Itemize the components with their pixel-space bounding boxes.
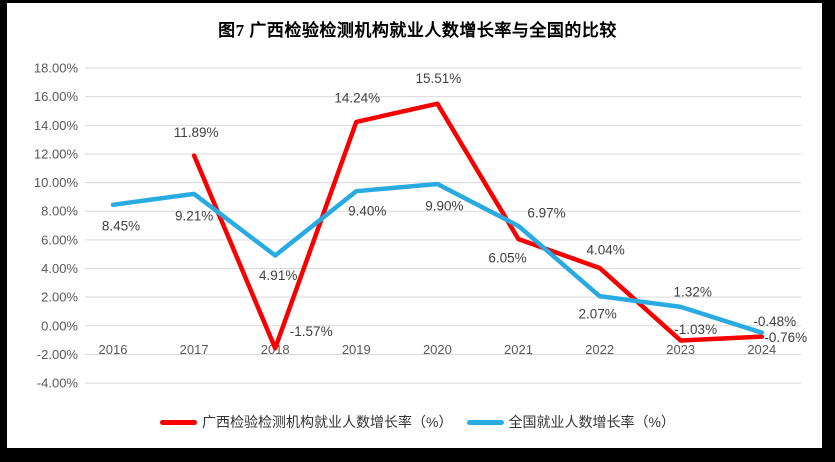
legend-line-swatch-blue-icon bbox=[466, 419, 504, 425]
x-axis-tick-label: 2023 bbox=[666, 342, 695, 357]
chart-title: 图7 广西检验检测机构就业人数增长率与全国的比较 bbox=[218, 21, 617, 40]
data-label-0: -1.57% bbox=[290, 324, 333, 339]
x-axis-tick-label: 2021 bbox=[504, 342, 533, 357]
series-line-0 bbox=[191, 101, 765, 351]
legend-item-national: 全国就业人数增长率（%） bbox=[466, 412, 675, 432]
data-label-0: -0.76% bbox=[764, 330, 807, 345]
x-axis-tick-label: 2024 bbox=[747, 342, 776, 357]
y-axis-tick-label: -2.00% bbox=[37, 347, 79, 362]
legend-label-national: 全国就业人数增长率（%） bbox=[508, 414, 675, 430]
y-axis-tick-label: 10.00% bbox=[34, 175, 79, 190]
data-label-0: 11.89% bbox=[174, 125, 219, 140]
data-label-1: 9.21% bbox=[175, 208, 213, 223]
data-label-0: -1.03% bbox=[674, 322, 717, 337]
data-label-1: 8.45% bbox=[102, 218, 140, 233]
x-axis-tick-label: 2016 bbox=[99, 342, 128, 357]
y-axis-tick-label: 14.00% bbox=[34, 118, 79, 133]
legend-label-guangxi: 广西检验检测机构就业人数增长率（%） bbox=[202, 414, 453, 430]
y-axis-tick-label: 12.00% bbox=[34, 146, 79, 161]
x-axis-tick-label: 2022 bbox=[585, 342, 614, 357]
x-axis-tick-label: 2019 bbox=[342, 342, 371, 357]
data-label-1: 9.40% bbox=[348, 204, 386, 219]
y-axis-tick-label: 0.00% bbox=[41, 318, 78, 333]
y-axis-tick-label: 8.00% bbox=[41, 204, 78, 219]
data-label-1: 6.97% bbox=[527, 205, 565, 220]
data-label-0: 14.24% bbox=[334, 90, 380, 105]
x-axis-tick-label: 2017 bbox=[180, 342, 209, 357]
chart-legend: 广西检验检测机构就业人数增长率（%） 全国就业人数增长率（%） bbox=[0, 410, 835, 434]
data-label-1: 4.91% bbox=[259, 268, 297, 283]
data-label-1: 1.32% bbox=[674, 284, 712, 299]
data-label-1: 9.90% bbox=[425, 199, 463, 214]
legend-line-swatch-red-icon bbox=[160, 419, 198, 425]
chart-panel bbox=[7, 3, 822, 448]
legend-item-guangxi: 广西检验检测机构就业人数增长率（%） bbox=[160, 412, 453, 432]
y-axis-tick-label: 18.00% bbox=[34, 61, 79, 76]
y-axis-tick-label: 4.00% bbox=[41, 261, 78, 276]
data-label-0: 6.05% bbox=[488, 251, 526, 266]
y-axis-tick-label: -4.00% bbox=[37, 376, 79, 391]
y-axis-tick-label: 2.00% bbox=[41, 290, 78, 305]
data-label-0: 15.51% bbox=[416, 71, 462, 86]
y-axis-tick-label: 6.00% bbox=[41, 232, 78, 247]
x-axis-tick-label: 2020 bbox=[423, 342, 452, 357]
series-line-1 bbox=[110, 181, 765, 335]
y-axis-tick-label: 16.00% bbox=[34, 89, 79, 104]
data-label-1: -0.48% bbox=[753, 314, 796, 329]
data-label-0: 4.04% bbox=[586, 242, 624, 257]
data-label-1: 2.07% bbox=[578, 307, 616, 322]
